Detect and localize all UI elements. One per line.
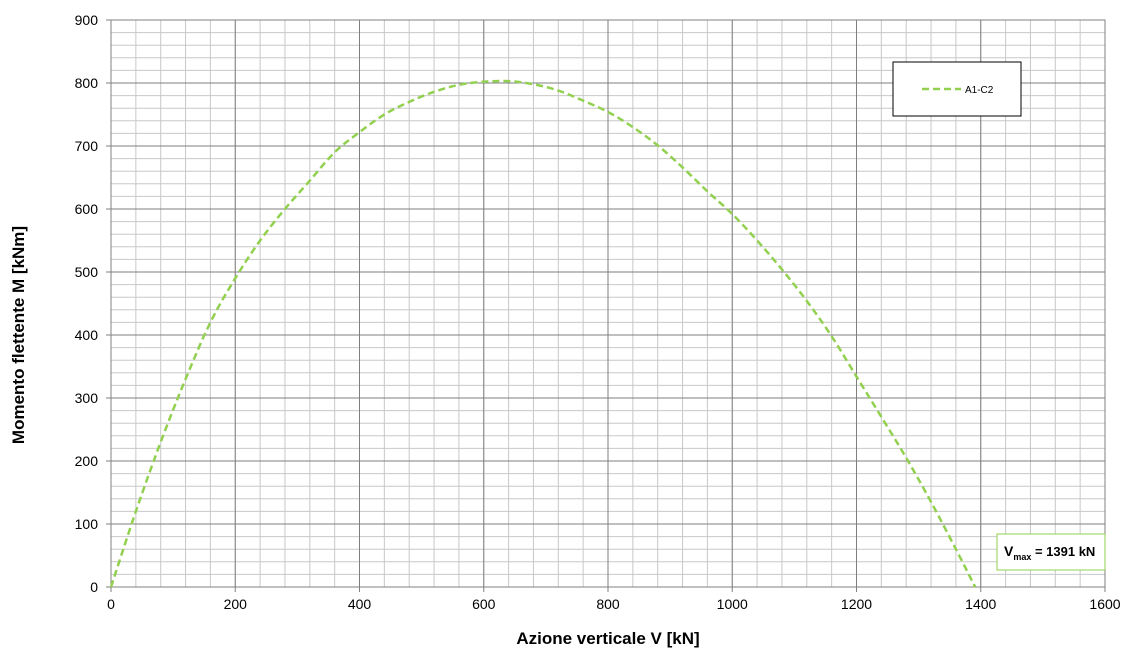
vmax-main: V — [1004, 543, 1014, 559]
legend-label-a1-c2: A1-C2 — [965, 85, 994, 96]
legend: A1-C2 — [892, 61, 1022, 117]
x-tick-label: 1400 — [965, 596, 996, 612]
y-tick-label: 0 — [90, 579, 98, 595]
vmax-value: = 1391 kN — [1031, 544, 1095, 559]
vmax-label: Vmax = 1391 kN — [1004, 543, 1095, 562]
y-tick-label: 100 — [75, 516, 99, 532]
y-tick-label: 600 — [75, 201, 99, 217]
y-tick-label: 800 — [75, 75, 99, 91]
series-group — [109, 79, 977, 588]
x-tick-label: 1600 — [1089, 596, 1120, 612]
vmax-sub: max — [1013, 552, 1031, 562]
x-tick-label: 600 — [472, 596, 496, 612]
y-tick-label: 400 — [75, 327, 99, 343]
x-axis-ticks: 0 200 400 600 800 1000 1200 1400 1600 — [107, 587, 1121, 612]
y-tick-label: 200 — [75, 453, 99, 469]
x-tick-label: 1200 — [841, 596, 872, 612]
x-tick-label: 400 — [348, 596, 372, 612]
y-tick-label: 300 — [75, 390, 99, 406]
y-tick-label: 900 — [75, 12, 99, 28]
vmax-annotation-box — [996, 533, 1106, 571]
vmax-annotation: Vmax = 1391 kN — [996, 533, 1106, 571]
y-tick-label: 700 — [75, 138, 99, 154]
x-axis-title: Azione verticale V [kN] — [516, 629, 699, 648]
y-axis-title: Momento flettente M [kNm] — [9, 226, 28, 444]
series-line-0 — [109, 79, 977, 588]
x-tick-label: 800 — [596, 596, 620, 612]
x-tick-label: 200 — [224, 596, 248, 612]
y-axis-ticks: 0 100 200 300 400 500 600 700 800 900 — [75, 12, 111, 595]
x-tick-label: 0 — [107, 596, 115, 612]
y-tick-label: 500 — [75, 264, 99, 280]
x-tick-label: 1000 — [717, 596, 748, 612]
